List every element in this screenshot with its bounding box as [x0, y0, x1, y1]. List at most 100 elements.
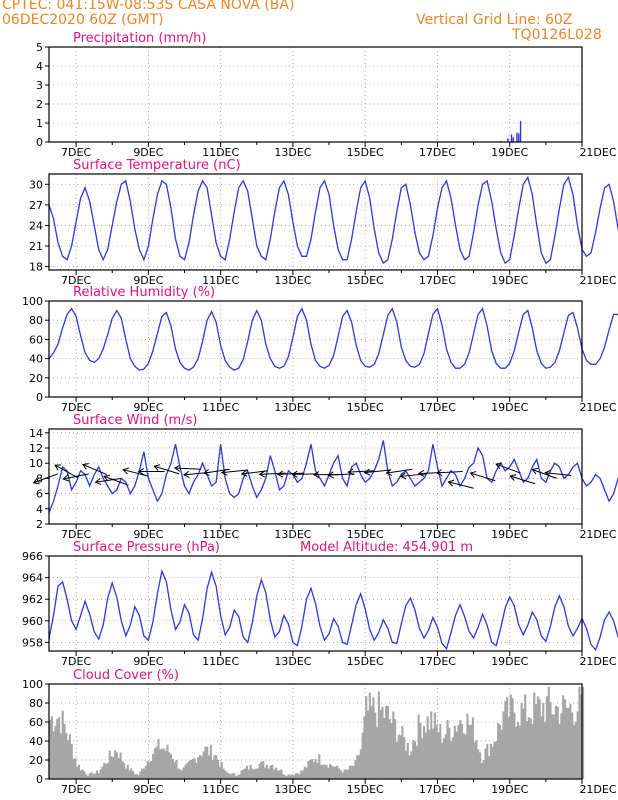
wind-arrow-head — [94, 478, 102, 486]
wind-arrow-head — [531, 467, 539, 475]
x-tick-label: 17DEC — [419, 528, 456, 541]
x-tick-label: 17DEC — [419, 655, 456, 668]
wind-arrow-head — [173, 464, 181, 472]
wind-arrow-head — [417, 469, 425, 477]
y-tick-label: 2 — [36, 518, 43, 531]
wind-arrow-head — [312, 471, 320, 479]
cloud-cover-bar — [574, 722, 577, 779]
cloud-cover-bar — [540, 716, 543, 779]
wind-arrow-shaft — [328, 473, 355, 476]
cloud-cover-bar — [469, 724, 473, 779]
cloud-cover-bar — [182, 767, 185, 779]
x-tick-label: 21DEC — [579, 528, 616, 541]
cloud-cover-bar — [504, 701, 507, 779]
wind-arrow-shaft — [54, 464, 79, 479]
cloud-cover-bar — [197, 757, 200, 779]
cloud-cover-bar — [453, 725, 456, 779]
cloud-cover-bar — [206, 746, 209, 779]
cloud-cover-bar — [229, 774, 232, 779]
y-tick-label: 21 — [29, 240, 43, 253]
cloud-cover-bar — [282, 774, 285, 779]
wind-arrow-shaft — [400, 473, 427, 477]
header-station: CPTEC: 041:15W-08:53S CASA NOVA (BA) — [2, 0, 295, 13]
wind-arrow-head — [137, 468, 145, 476]
x-tick-label: 9DEC — [133, 783, 163, 796]
panel-2 — [45, 173, 618, 275]
model-altitude-label: Model Altitude: 454.901 m — [300, 540, 473, 555]
cloud-cover-bar — [565, 707, 568, 779]
cloud-cover-bar — [558, 723, 561, 779]
cloud-cover-bar — [289, 775, 292, 779]
cloud-cover-bar — [320, 764, 323, 779]
series-line — [48, 568, 618, 652]
wind-arrow-head — [258, 470, 266, 478]
x-tick-label: 17DEC — [419, 783, 456, 796]
y-tick-label: 8 — [36, 472, 43, 485]
cloud-cover-bar — [361, 732, 364, 779]
cloud-cover-bar — [157, 739, 160, 779]
cloud-cover-bar — [278, 770, 281, 779]
y-tick-label: 40 — [29, 735, 43, 748]
cloud-cover-bar — [327, 767, 330, 779]
cloud-cover-bar — [338, 768, 341, 779]
x-tick-label: 13DEC — [274, 783, 311, 796]
cloud-cover-bar — [287, 774, 290, 779]
cloud-cover-bar — [58, 717, 61, 779]
wind-arrow-shaft — [154, 465, 180, 475]
x-tick-label: 11DEC — [202, 655, 239, 668]
y-tick-label: 20 — [29, 372, 43, 385]
cloud-cover-bar — [59, 733, 62, 779]
cloud-cover-bar — [451, 737, 455, 779]
cloud-cover-bar — [370, 705, 373, 779]
cloud-cover-bar — [374, 712, 377, 779]
cloud-cover-bar — [264, 767, 267, 779]
cloud-cover-bar — [251, 768, 254, 779]
cloud-cover-bar — [50, 716, 53, 779]
y-tick-label: 4 — [36, 60, 43, 73]
wind-arrow-shaft — [495, 463, 521, 474]
x-tick-label: 19DEC — [491, 146, 528, 159]
wind-arrow-head — [240, 469, 248, 477]
x-tick-label: 13DEC — [274, 146, 311, 159]
y-tick-label: 2 — [36, 98, 43, 111]
series-line — [48, 440, 618, 513]
cloud-cover-bar — [191, 759, 194, 779]
y-tick-label: 20 — [29, 754, 43, 767]
x-tick-label: 19DEC — [491, 783, 528, 796]
series-line — [48, 307, 618, 371]
x-tick-label: 19DEC — [491, 528, 528, 541]
cloud-cover-bar — [544, 722, 547, 779]
cloud-cover-bar — [464, 734, 467, 779]
cloud-cover-bar — [110, 756, 113, 779]
cloud-cover-bar — [553, 714, 556, 779]
cloud-cover-bar — [81, 769, 84, 779]
y-tick-label: 80 — [29, 697, 43, 710]
cloud-cover-bar — [101, 766, 104, 779]
cloud-cover-bar — [554, 705, 558, 779]
cloud-cover-bar — [170, 754, 173, 779]
y-tick-label: 6 — [36, 488, 43, 501]
wind-arrow-head — [276, 470, 284, 478]
cloud-cover-bar — [497, 722, 500, 779]
header-datetime: 06DEC2020 60Z (GMT) — [2, 12, 164, 28]
cloud-cover-bar — [549, 702, 552, 779]
cloud-cover-bar — [213, 755, 216, 779]
cloud-cover-bar — [471, 717, 474, 779]
wind-arrow-head — [62, 474, 70, 482]
cloud-cover-bar — [298, 774, 301, 779]
cloud-cover-bar — [339, 770, 342, 779]
cloud-cover-bar — [551, 714, 554, 779]
cloud-cover-bar — [144, 765, 147, 779]
cloud-cover-bar — [180, 770, 184, 779]
cloud-cover-bar — [426, 716, 429, 779]
wind-arrow-shaft — [221, 469, 248, 474]
cloud-cover-bar — [363, 716, 366, 779]
cloud-cover-bar — [582, 686, 585, 779]
x-tick-label: 9DEC — [133, 655, 163, 668]
y-tick-label: 964 — [22, 572, 43, 585]
cloud-cover-bar — [300, 770, 303, 779]
cloud-cover-bar — [567, 707, 570, 779]
cloud-cover-bar — [430, 711, 433, 779]
cloud-cover-bar — [498, 724, 501, 779]
cloud-cover-bar — [403, 737, 406, 779]
